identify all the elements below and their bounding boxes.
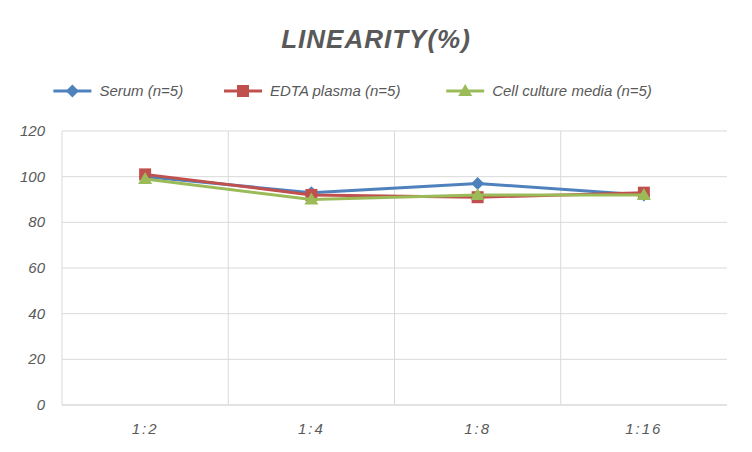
legend-marker	[458, 84, 472, 96]
x-tick-label: 1:16	[625, 420, 662, 437]
chart-container: LINEARITY(%) 0 20 40 60 80 100 120 1:2 1:4 1:8 1:16…	[0, 0, 752, 452]
series-line	[145, 177, 644, 195]
y-tick-label: 20	[27, 350, 45, 367]
x-axis-line	[62, 405, 727, 406]
y-axis-line	[62, 131, 63, 405]
data-point	[637, 188, 651, 200]
background	[0, 0, 752, 452]
legend-marker	[237, 85, 249, 97]
x-tick-label: 1:8	[464, 420, 491, 437]
y-tick-label: 0	[37, 396, 46, 413]
data-point	[471, 188, 485, 200]
legend-marker	[66, 85, 79, 98]
y-tick-label: 60	[28, 259, 45, 276]
x-tick-label: 1:4	[298, 420, 325, 437]
legend-label: EDTA plasma (n=5)	[270, 82, 400, 99]
plot-area	[138, 168, 651, 204]
y-tick-label: 40	[28, 305, 45, 322]
series-line	[145, 179, 644, 200]
category-separator	[228, 131, 229, 405]
category-separator	[394, 131, 395, 405]
grid-line	[62, 405, 727, 406]
legend: Serum (n=5) EDTA plasma (n=5) Cell culture…	[53, 82, 651, 99]
y-tick-label: 120	[20, 122, 46, 139]
data-point	[138, 172, 152, 184]
legend-label: Serum (n=5)	[99, 82, 183, 99]
data-point	[304, 193, 318, 205]
x-tick-label: 1:2	[132, 420, 159, 437]
category-separator	[560, 131, 561, 405]
legend-label: Cell culture media (n=5)	[492, 82, 652, 99]
y-tick-label: 80	[28, 213, 45, 230]
y-tick-label: 100	[20, 168, 46, 185]
chart-svg: LINEARITY(%) 0 20 40 60 80 100 120 1:2 1:4 1:8 1:16…	[0, 0, 752, 452]
chart-title: LINEARITY(%)	[281, 24, 471, 54]
